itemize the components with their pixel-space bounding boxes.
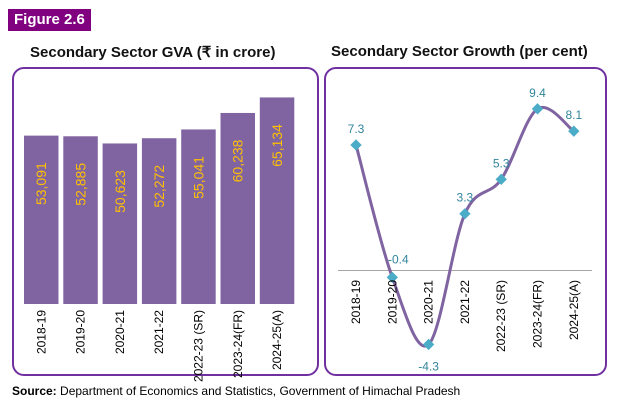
gva-category-label: 2020-21 <box>113 310 127 354</box>
growth-point-label: 3.3 <box>457 191 474 205</box>
gva-bar-value-label: 52,272 <box>151 165 167 208</box>
growth-category-label: 2022-23 (SR) <box>494 280 508 352</box>
growth-category-label: 2023-24(FR) <box>531 280 545 348</box>
source-prefix: Source: <box>12 384 57 398</box>
growth-chart-title: Secondary Sector Growth (per cent) <box>331 43 588 60</box>
gva-category-label: 2019-20 <box>74 310 88 354</box>
gva-category-label: 2022-23 (SR) <box>191 310 205 382</box>
gva-bar <box>220 112 255 304</box>
growth-point-label: 7.3 <box>348 122 365 136</box>
gva-bar <box>141 138 177 304</box>
growth-category-label: 2018-19 <box>349 280 363 324</box>
growth-category-label: 2020-21 <box>422 280 436 324</box>
gva-bar <box>24 135 59 304</box>
growth-category-label: 2021-22 <box>458 280 472 324</box>
growth-chart-panel <box>324 67 607 376</box>
growth-point-label: 5.3 <box>493 156 510 170</box>
gva-bar-value-label: 55,041 <box>190 156 206 199</box>
growth-point-label: 9.4 <box>529 86 546 100</box>
gva-category-label: 2021-22 <box>152 310 166 354</box>
growth-point-label: 8.1 <box>565 108 582 122</box>
growth-marker <box>495 173 507 185</box>
gva-bar <box>259 97 295 304</box>
source-note: Source: Department of Economics and Stat… <box>12 384 460 398</box>
growth-marker <box>422 338 435 351</box>
growth-marker <box>459 208 471 220</box>
gva-bar-value-label: 53,091 <box>33 162 49 205</box>
growth-marker <box>568 125 580 137</box>
gva-category-label: 2018-19 <box>34 310 48 354</box>
growth-marker <box>350 139 362 151</box>
gva-bar-value-label: 52,885 <box>73 163 89 206</box>
figure-label: Figure 2.6 <box>8 9 91 31</box>
gva-chart-panel <box>12 67 319 376</box>
growth-series-line <box>354 105 575 348</box>
gva-bar-value-label: 65,134 <box>269 124 285 167</box>
gva-bar-value-label: 50,623 <box>112 170 128 213</box>
growth-marker <box>386 271 398 284</box>
gva-category-label: 2023-24(FR) <box>231 310 245 378</box>
gva-bar-value-label: 60,238 <box>230 139 246 182</box>
gva-bar <box>102 143 138 304</box>
gva-bar <box>63 136 98 304</box>
gva-bar <box>181 129 216 304</box>
gva-category-label: 2024-25(A) <box>270 310 284 370</box>
growth-point-label: -4.3 <box>418 359 439 373</box>
source-text: Department of Economics and Statistics, … <box>60 384 461 398</box>
growth-category-label: 2019-20 <box>385 280 399 324</box>
growth-point-label: -0.4 <box>388 252 409 266</box>
gva-chart-title: Secondary Sector GVA (₹ in crore) <box>30 44 276 61</box>
growth-category-label: 2024-25(A) <box>567 280 581 340</box>
